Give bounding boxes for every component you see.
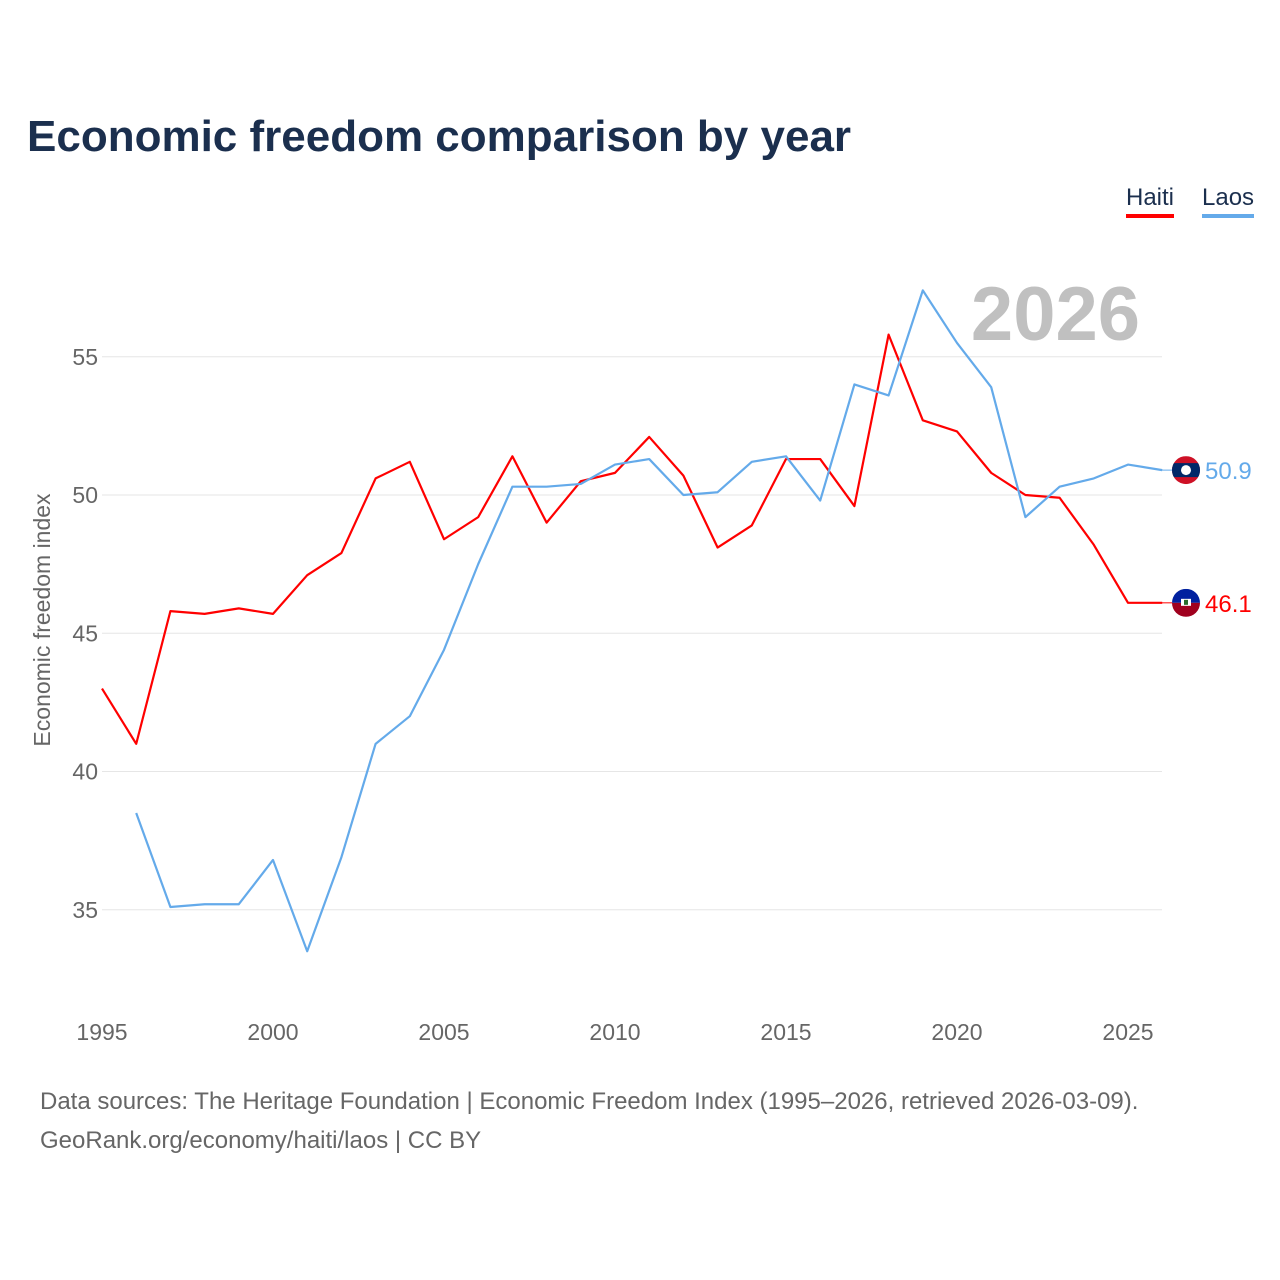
- data-point-haiti: [920, 417, 926, 423]
- data-point-haiti: [236, 605, 242, 611]
- data-point-haiti: [1091, 542, 1097, 548]
- series-line-haiti: [101, 333, 1163, 745]
- data-point-laos: [236, 901, 242, 907]
- series-line-laos: [135, 289, 1163, 953]
- data-point-laos: [167, 904, 173, 910]
- year-watermark: 2026: [971, 272, 1140, 357]
- x-tick-label: 1995: [76, 1019, 127, 1045]
- data-point-laos: [954, 340, 960, 346]
- data-point-laos: [544, 484, 550, 490]
- data-point-laos: [715, 489, 721, 495]
- data-point-laos: [1057, 484, 1063, 490]
- data-point-laos: [270, 857, 276, 863]
- data-point-laos: [851, 381, 857, 387]
- y-tick-label: 55: [72, 344, 98, 370]
- data-point-laos: [304, 948, 310, 954]
- x-tick-label: 2015: [760, 1019, 811, 1045]
- end-value-label-haiti: 46.1: [1205, 591, 1252, 618]
- data-point-haiti: [544, 520, 550, 526]
- data-point-haiti: [988, 470, 994, 476]
- y-tick-label: 35: [72, 897, 98, 923]
- flag-body: [1172, 588, 1200, 617]
- data-point-laos: [475, 561, 481, 567]
- data-point-laos: [920, 287, 926, 293]
- x-tick-label: 2010: [589, 1019, 640, 1045]
- data-point-haiti: [304, 572, 310, 578]
- flag-blue: [1172, 588, 1200, 603]
- data-point-haiti: [99, 686, 105, 692]
- legend-haiti[interactable]: Haiti: [1126, 184, 1175, 218]
- data-point-haiti: [441, 536, 447, 542]
- data-point-laos: [1091, 475, 1097, 481]
- flag-haiti-icon: [1172, 588, 1200, 617]
- data-point-laos: [202, 901, 208, 907]
- x-tick-label: 2020: [931, 1019, 982, 1045]
- data-point-laos: [680, 492, 686, 498]
- flag-laos-icon: [1172, 456, 1200, 485]
- data-point-laos: [988, 384, 994, 390]
- chart-title: Economic freedom comparison by year: [27, 112, 852, 161]
- data-point-laos: [1125, 462, 1131, 468]
- data-point-haiti: [680, 473, 686, 479]
- flag-body: [1172, 456, 1200, 485]
- y-axis-label: Economic freedom index: [29, 493, 55, 747]
- data-point-laos: [338, 854, 344, 860]
- data-point-laos: [886, 392, 892, 398]
- data-point-haiti: [749, 522, 755, 528]
- legend-laos[interactable]: Laos: [1202, 184, 1255, 218]
- data-point-haiti: [1022, 492, 1028, 498]
- source-note: Data sources: The Heritage Foundation | …: [40, 1088, 1139, 1115]
- data-point-haiti: [509, 453, 515, 459]
- data-point-haiti: [202, 611, 208, 617]
- data-point-haiti: [715, 545, 721, 551]
- flag-red: [1172, 602, 1200, 617]
- data-point-laos: [509, 484, 515, 490]
- data-point-haiti: [851, 503, 857, 509]
- x-tick-label: 2005: [418, 1019, 469, 1045]
- data-point-laos: [441, 647, 447, 653]
- data-point-laos: [407, 713, 413, 719]
- data-point-haiti: [338, 550, 344, 556]
- data-point-haiti: [612, 470, 618, 476]
- data-point-laos: [749, 459, 755, 465]
- flag-tree: [1184, 599, 1188, 605]
- data-point-laos: [817, 498, 823, 504]
- data-point-haiti: [886, 332, 892, 338]
- data-point-haiti: [1057, 495, 1063, 501]
- data-point-laos: [578, 481, 584, 487]
- data-point-haiti: [270, 611, 276, 617]
- data-point-haiti: [407, 459, 413, 465]
- data-point-haiti: [1125, 600, 1131, 606]
- x-tick-label: 2025: [1102, 1019, 1153, 1045]
- data-point-laos: [646, 456, 652, 462]
- data-point-laos: [373, 741, 379, 747]
- flag-moon: [1181, 465, 1191, 476]
- data-point-haiti: [817, 456, 823, 462]
- data-point-haiti: [133, 741, 139, 747]
- data-point-haiti: [646, 434, 652, 440]
- y-tick-label: 40: [72, 759, 98, 785]
- data-point-laos: [133, 810, 139, 816]
- data-point-haiti: [167, 608, 173, 614]
- x-tick-label: 2000: [247, 1019, 298, 1045]
- y-tick-label: 45: [72, 620, 98, 646]
- data-point-laos: [783, 453, 789, 459]
- y-tick-label: 50: [72, 482, 98, 508]
- data-point-haiti: [475, 514, 481, 520]
- data-point-laos: [1022, 514, 1028, 520]
- data-point-haiti: [373, 475, 379, 481]
- end-value-label-laos: 50.9: [1205, 458, 1252, 485]
- data-point-laos: [612, 462, 618, 468]
- source-link[interactable]: GeoRank.org/economy/haiti/laos | CC BY: [40, 1127, 482, 1154]
- data-point-haiti: [954, 428, 960, 434]
